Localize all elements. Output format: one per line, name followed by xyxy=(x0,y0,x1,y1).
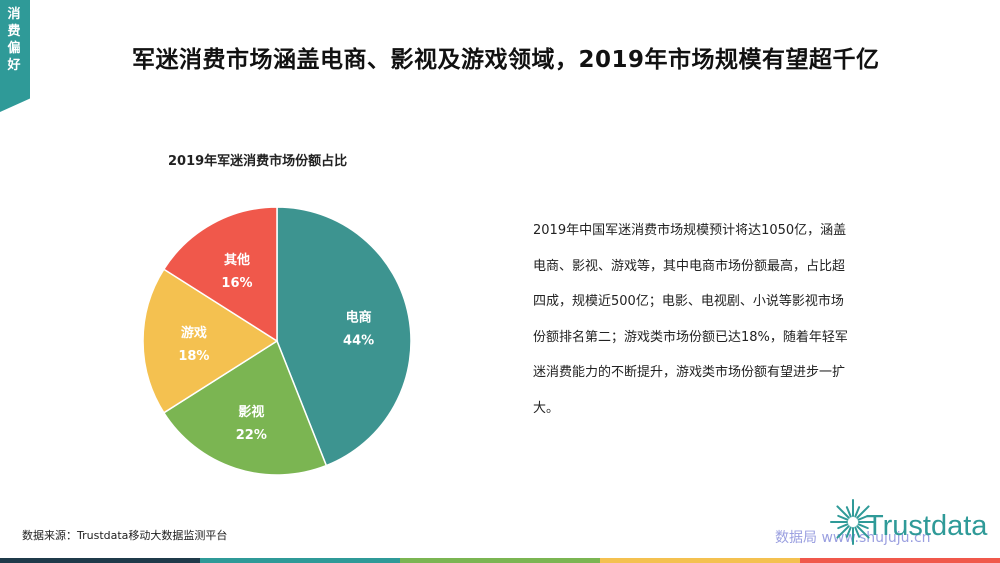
logo-text: Trustdata xyxy=(866,510,988,542)
section-tab-char: 好 xyxy=(7,58,21,73)
description-line: 份额排名第二；游戏类市场份额已达18%，随着年轻军 xyxy=(533,329,848,345)
pie-slice xyxy=(142,268,279,414)
footer-segment xyxy=(400,558,600,563)
section-tab-label: 消 费 偏 好 xyxy=(3,6,25,74)
pie-slice-value: 22% xyxy=(236,428,267,443)
description: 2019年中国军迷消费市场规模预计将达1050亿，涵盖 电商、影视、游戏等，其中… xyxy=(533,213,895,426)
footer-segment xyxy=(600,558,800,563)
pie-chart: 电商 44% 影视 22% 游戏 18% 其他 16% xyxy=(142,206,412,476)
footer-segment xyxy=(0,558,200,563)
section-tab xyxy=(0,0,30,112)
footer-segment xyxy=(800,558,1000,563)
pie-slice-value: 16% xyxy=(221,276,252,291)
description-line: 2019年中国军迷消费市场规模预计将达1050亿，涵盖 xyxy=(533,223,847,238)
pie-slice-label: 其他 xyxy=(224,252,250,268)
starburst-logo-icon xyxy=(830,499,876,545)
description-line: 四成，规模近500亿；电影、电视剧、小说等影视市场 xyxy=(533,294,844,309)
pie-slice xyxy=(162,339,328,476)
footer-color-bar xyxy=(0,558,1000,563)
pie-slice xyxy=(162,206,278,343)
description-line: 大。 xyxy=(533,400,560,416)
pie-slice-label: 游戏 xyxy=(181,325,207,341)
pie-slice-value: 18% xyxy=(178,349,209,364)
footer-segment xyxy=(200,558,400,563)
page-title: 军迷消费市场涵盖电商、影视及游戏领域，2019年市场规模有望超千亿 xyxy=(132,47,880,73)
chart-title: 2019年军迷消费市场份额占比 xyxy=(168,154,348,169)
pie-slice-value: 44% xyxy=(343,333,374,348)
section-tab-char: 消 xyxy=(7,7,21,22)
pie-slice xyxy=(276,206,412,467)
pie-slice-label: 电商 xyxy=(346,309,372,325)
description-line: 电商、影视、游戏等，其中电商市场份额最高，占比超 xyxy=(533,258,846,274)
data-source: 数据来源：Trustdata移动大数据监测平台 xyxy=(22,529,228,542)
section-tab-char: 费 xyxy=(7,24,21,39)
section-tab-char: 偏 xyxy=(7,41,21,56)
description-line: 迷消费能力的不断提升，游戏类市场份额有望进步一扩 xyxy=(533,365,846,380)
pie-slice-label: 影视 xyxy=(238,404,264,420)
